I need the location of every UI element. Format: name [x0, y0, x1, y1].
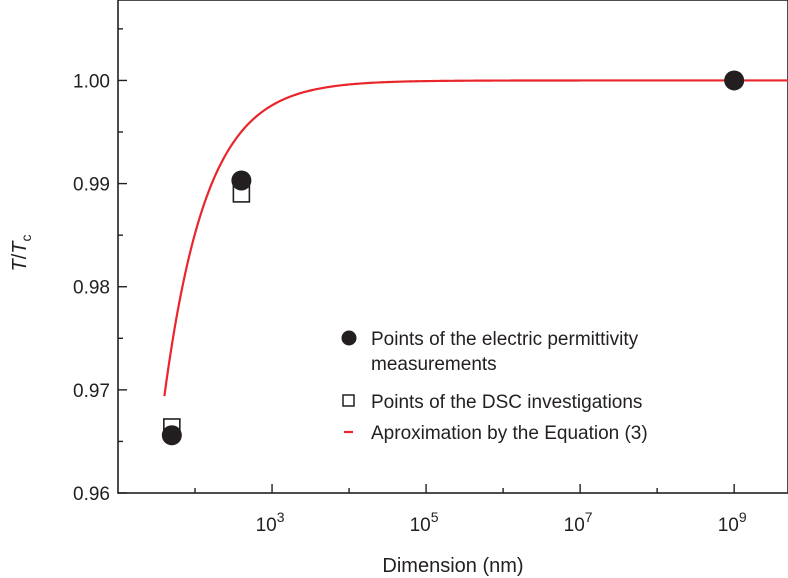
- plot-frame: [117, 0, 788, 494]
- data-markers: [161, 70, 745, 446]
- legend-label-permittivity-line2: measurements: [371, 354, 497, 375]
- x-tick-label: 107: [564, 509, 593, 536]
- y-tick-label: 1.00: [73, 71, 110, 92]
- y-tick-label: 0.97: [73, 381, 110, 402]
- x-tick-label: 105: [410, 509, 439, 536]
- legend-label-permittivity-line1: Points of the electric permittivity: [371, 329, 639, 350]
- x-axis-title: Dimension (nm): [382, 555, 523, 577]
- y-axis: 0.96 0.97 0.98 0.99 1.00: [73, 28, 127, 505]
- y-axis-title: T/Tc: [9, 235, 34, 272]
- y-tick-label: 0.96: [73, 484, 110, 505]
- x-tick-label: 109: [718, 509, 747, 536]
- fit-curve: [163, 79, 788, 397]
- permittivity-point: [231, 170, 252, 191]
- dsc-point: [163, 418, 181, 436]
- legend: Points of the electric permittivity meas…: [341, 329, 648, 444]
- legend-marker-filled-circle: [341, 330, 357, 346]
- x-tick-label: 103: [256, 509, 285, 536]
- y-tick-label: 0.98: [73, 278, 110, 299]
- legend-label-approximation: Aproximation by the Equation (3): [371, 423, 648, 444]
- legend-label-dsc: Points of the DSC investigations: [371, 392, 642, 413]
- permittivity-point: [724, 70, 745, 91]
- legend-marker-open-square: [342, 394, 355, 407]
- dsc-point: [232, 185, 251, 203]
- y-tick-label: 0.99: [73, 175, 110, 196]
- x-axis: 103 105 107 109: [194, 484, 747, 536]
